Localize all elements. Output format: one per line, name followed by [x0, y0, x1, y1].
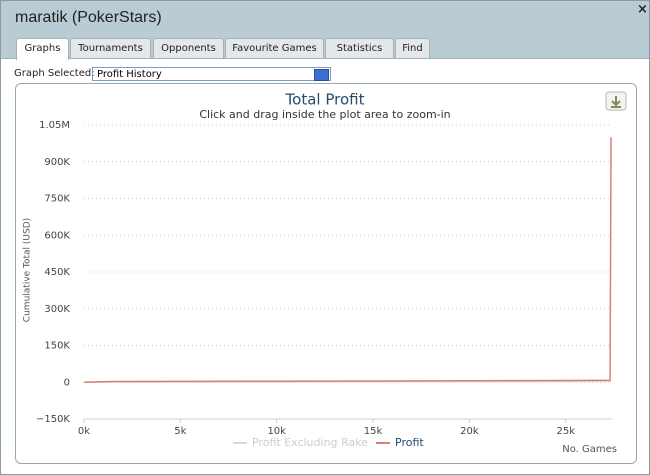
tab[interactable]: Favourite Games	[225, 38, 324, 58]
y-tick-label: −150K	[36, 414, 70, 425]
tab[interactable]: Graphs	[16, 38, 69, 60]
series-line	[83, 137, 612, 383]
legend-label[interactable]: Profit	[395, 436, 424, 449]
legend-label[interactable]: Profit Excluding Rake	[252, 436, 368, 449]
close-button[interactable]: ×	[637, 2, 648, 17]
chart-subtitle: Click and drag inside the plot area to z…	[199, 108, 450, 121]
chart: Total Profit Click and drag inside the p…	[23, 91, 627, 455]
y-tick-label: 600K	[44, 230, 70, 241]
x-tick-label: 10k	[267, 426, 286, 437]
y-tick-label: 900K	[44, 157, 70, 168]
y-tick-label: 750K	[44, 194, 70, 205]
tab[interactable]: Opponents	[153, 38, 224, 58]
dropdown-value: Profit History	[97, 69, 162, 80]
y-tick-label: 450K	[44, 267, 70, 278]
x-tick-label: 0k	[78, 426, 90, 437]
tab[interactable]: Find	[395, 38, 430, 58]
y-tick-label: 150K	[44, 341, 70, 352]
y-axis-title: Cumulative Total (USD)	[23, 218, 33, 322]
chart-panel	[15, 83, 637, 464]
graph-dropdown[interactable]: Profit History	[92, 67, 331, 81]
x-tick-label: 20k	[460, 426, 479, 437]
y-tick-label: 300K	[44, 304, 70, 315]
window-title: maratik (PokerStars)	[15, 9, 162, 26]
x-tick-label: 15k	[364, 426, 383, 437]
x-tick-label: 25k	[556, 426, 575, 437]
x-axis-title: No. Games	[562, 444, 617, 455]
dropdown-button[interactable]	[314, 69, 329, 81]
tab[interactable]: Tournaments	[70, 38, 151, 58]
tab[interactable]: Statistics	[325, 38, 394, 58]
x-tick-label: 5k	[174, 426, 186, 437]
graph-selector-label: Graph Selected:	[14, 68, 95, 79]
y-tick-label: 0	[64, 377, 70, 388]
y-tick-label: 1.05M	[39, 120, 70, 131]
export-icon	[611, 96, 621, 108]
title-bar: maratik (PokerStars) × Graphs Tournament…	[1, 1, 649, 60]
chart-title: Total Profit	[285, 91, 365, 109]
